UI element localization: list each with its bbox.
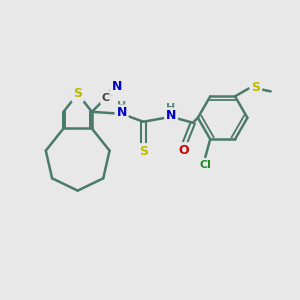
Text: S: S xyxy=(251,81,260,94)
Text: H: H xyxy=(167,103,176,113)
Text: O: O xyxy=(179,144,189,157)
Text: N: N xyxy=(166,109,176,122)
Text: H: H xyxy=(117,101,126,111)
Text: N: N xyxy=(116,106,127,119)
Text: Cl: Cl xyxy=(200,160,211,170)
Text: S: S xyxy=(139,145,148,158)
Text: C: C xyxy=(102,93,110,103)
Text: N: N xyxy=(112,80,122,93)
Text: S: S xyxy=(73,87,82,100)
